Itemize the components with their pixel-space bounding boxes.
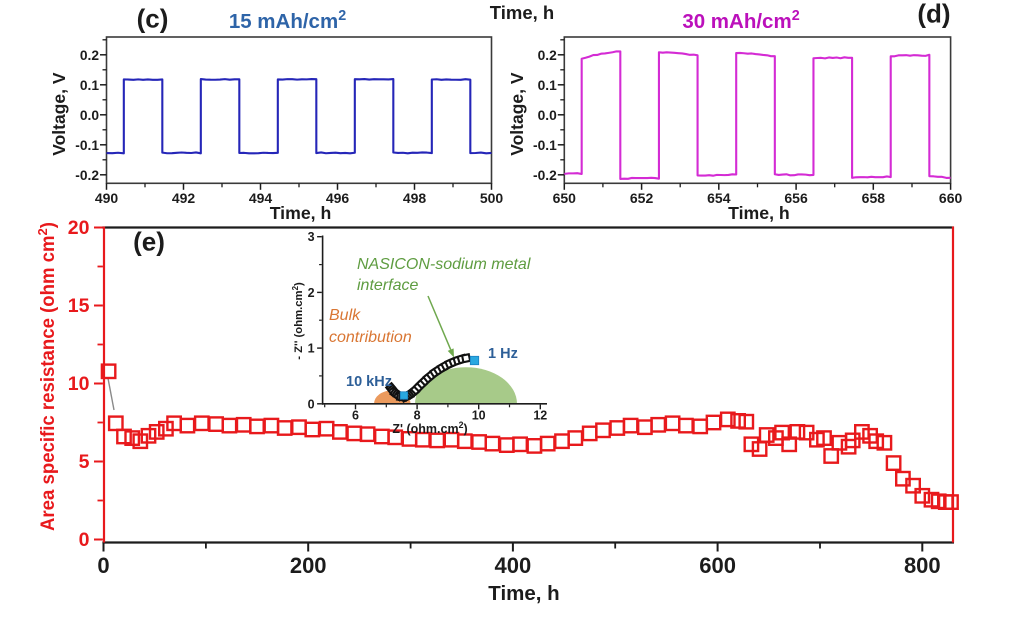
svg-text:-0.1: -0.1	[533, 138, 557, 153]
svg-text:(c): (c)	[137, 4, 169, 34]
svg-text:494: 494	[249, 190, 273, 206]
svg-text:0.1: 0.1	[80, 78, 100, 93]
svg-text:15 mAh/cm2: 15 mAh/cm2	[229, 8, 346, 33]
svg-text:500: 500	[480, 190, 504, 206]
svg-text:8: 8	[414, 408, 421, 422]
svg-text:12: 12	[533, 408, 547, 422]
svg-text:(e): (e)	[133, 227, 165, 257]
svg-text:NASICON-sodium metal: NASICON-sodium metal	[357, 256, 531, 273]
svg-text:200: 200	[290, 553, 327, 578]
svg-text:650: 650	[553, 190, 577, 206]
svg-text:-0.2: -0.2	[75, 168, 99, 183]
svg-text:2: 2	[308, 286, 315, 300]
svg-text:0.2: 0.2	[80, 48, 100, 63]
svg-text:Time, h: Time, h	[488, 582, 559, 605]
svg-text:15: 15	[68, 295, 90, 317]
svg-text:1: 1	[308, 342, 315, 356]
svg-text:- Z'' (ohm.cm2): - Z'' (ohm.cm2)	[291, 282, 306, 360]
svg-text:contribution: contribution	[329, 329, 412, 346]
svg-text:10: 10	[472, 408, 486, 422]
svg-text:20: 20	[68, 217, 90, 239]
svg-text:interface: interface	[357, 277, 418, 294]
svg-text:0.0: 0.0	[80, 108, 100, 123]
svg-text:5: 5	[79, 451, 90, 473]
svg-text:Voltage, V: Voltage, V	[507, 72, 527, 156]
svg-text:0.1: 0.1	[538, 78, 558, 93]
svg-text:0: 0	[97, 553, 109, 578]
svg-text:Time, h: Time, h	[270, 203, 332, 223]
svg-text:Bulk: Bulk	[329, 307, 361, 324]
svg-text:Z' (ohm.cm2): Z' (ohm.cm2)	[392, 420, 467, 436]
svg-text:654: 654	[707, 190, 731, 206]
svg-text:498: 498	[403, 190, 427, 206]
svg-text:1 Hz: 1 Hz	[488, 346, 518, 362]
svg-text:492: 492	[172, 190, 196, 206]
svg-text:800: 800	[904, 553, 941, 578]
svg-text:-0.2: -0.2	[533, 168, 557, 183]
svg-text:0.0: 0.0	[538, 108, 558, 123]
svg-text:6: 6	[352, 408, 359, 422]
svg-text:0: 0	[308, 397, 315, 411]
svg-text:Area specific resistance (ohm: Area specific resistance (ohm cm2)	[35, 222, 60, 531]
svg-text:10 kHz: 10 kHz	[346, 374, 392, 390]
svg-text:600: 600	[699, 553, 736, 578]
svg-text:652: 652	[630, 190, 654, 206]
svg-text:3: 3	[308, 230, 315, 244]
svg-text:658: 658	[862, 190, 886, 206]
svg-text:10: 10	[68, 373, 90, 395]
svg-text:30 mAh/cm2: 30 mAh/cm2	[682, 8, 799, 33]
svg-text:-0.1: -0.1	[75, 138, 99, 153]
svg-text:0.2: 0.2	[538, 48, 558, 63]
svg-text:Time, h: Time, h	[728, 203, 790, 223]
svg-text:0: 0	[79, 529, 90, 551]
svg-text:(d): (d)	[917, 0, 950, 29]
svg-text:490: 490	[95, 190, 119, 206]
svg-text:660: 660	[939, 190, 963, 206]
svg-text:656: 656	[784, 190, 808, 206]
svg-text:Time, h: Time, h	[490, 2, 554, 23]
svg-text:Voltage, V: Voltage, V	[49, 72, 69, 156]
svg-text:400: 400	[495, 553, 532, 578]
svg-text:496: 496	[326, 190, 350, 206]
